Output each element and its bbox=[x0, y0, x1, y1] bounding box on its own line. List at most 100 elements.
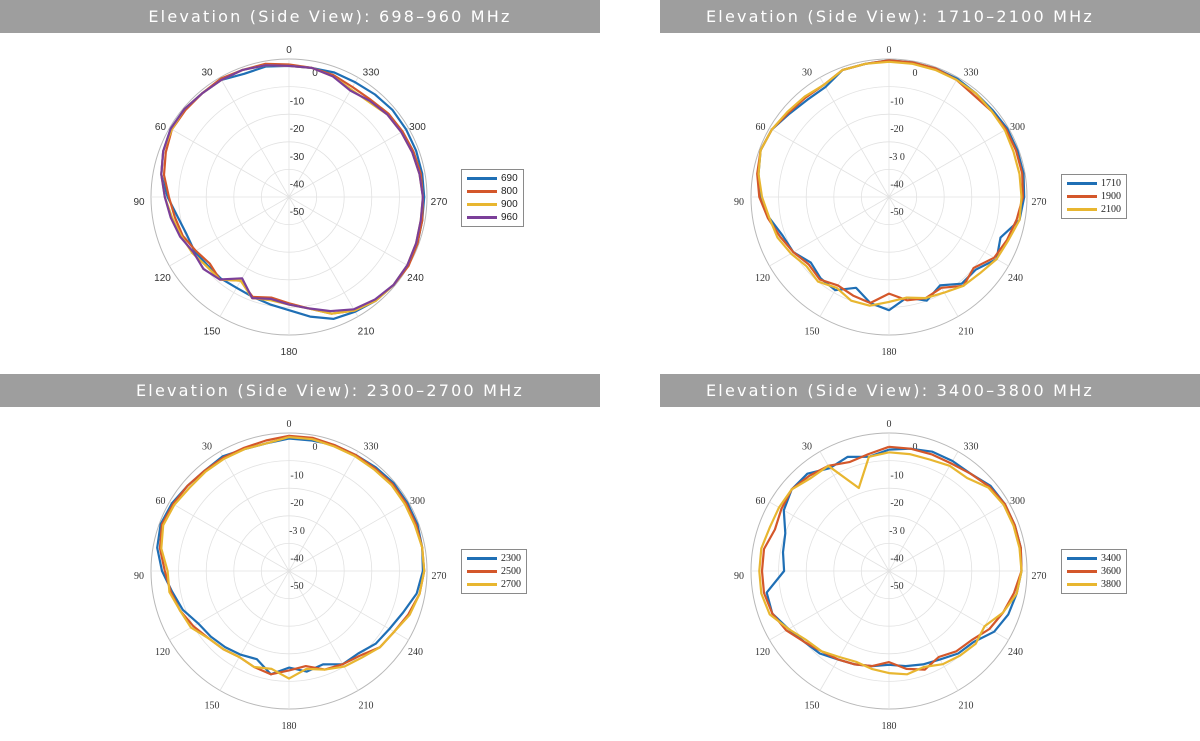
legend: 1710 1900 2100 bbox=[1061, 174, 1127, 219]
angle-tick-label: 30 bbox=[201, 67, 213, 78]
legend-label: 2100 bbox=[1101, 204, 1121, 215]
angle-tick-label: 90 bbox=[734, 197, 744, 208]
series-line-3800 bbox=[758, 451, 1023, 676]
angle-tick-label: 0 bbox=[887, 419, 892, 430]
radial-tick-label: -40 bbox=[890, 553, 903, 564]
angle-tick-label: 180 bbox=[882, 721, 897, 732]
radial-tick-label: -40 bbox=[890, 179, 903, 190]
grid-spoke bbox=[888, 451, 959, 572]
angle-tick-label: 270 bbox=[432, 571, 447, 582]
legend-swatch bbox=[467, 190, 497, 193]
legend-label: 3400 bbox=[1101, 553, 1121, 564]
legend-entry: 800 bbox=[467, 185, 518, 198]
angle-tick-label: 270 bbox=[431, 197, 448, 208]
polar-grid bbox=[750, 432, 1028, 710]
legend-entry: 2700 bbox=[467, 578, 521, 591]
radial-tick-label: -50 bbox=[890, 581, 903, 592]
chart-title: Elevation (Side View): 698–960 MHz bbox=[0, 0, 660, 33]
legend-swatch bbox=[467, 583, 497, 586]
legend-swatch bbox=[1067, 182, 1097, 185]
legend-entry: 2500 bbox=[467, 565, 521, 578]
chart-title: Elevation (Side View): 2300–2700 MHz bbox=[0, 374, 660, 407]
angle-tick-label: 270 bbox=[1032, 197, 1047, 208]
legend-label: 960 bbox=[501, 212, 518, 223]
angle-tick-label: 240 bbox=[407, 273, 424, 284]
angle-tick-label: 180 bbox=[282, 721, 297, 732]
legend-label: 2500 bbox=[501, 566, 521, 577]
grid-spoke bbox=[219, 77, 290, 198]
angle-tick-label: 240 bbox=[1008, 647, 1023, 658]
series-line-2100 bbox=[757, 60, 1023, 307]
legend-entry: 3400 bbox=[1067, 552, 1121, 565]
chart-panel-3: Elevation (Side View): 2300–2700 MHz 0 30… bbox=[0, 374, 660, 741]
radial-tick-label: -20 bbox=[890, 498, 903, 509]
legend-entry: 2300 bbox=[467, 552, 521, 565]
legend-label: 900 bbox=[501, 199, 518, 210]
angle-tick-label: 90 bbox=[734, 571, 744, 582]
legend-label: 3800 bbox=[1101, 579, 1121, 590]
series-line-960 bbox=[160, 64, 424, 313]
radial-tick-label: 0 bbox=[312, 68, 318, 79]
grid-spoke bbox=[288, 451, 359, 572]
radial-tick-label: -20 bbox=[290, 124, 305, 135]
polar-plot: 0 30 60 90 120 150 180 210 240 270 300 330 0 -10 -20 -3… bbox=[734, 419, 1047, 732]
angle-tick-label: 300 bbox=[1010, 496, 1025, 507]
series-line-2700 bbox=[160, 436, 426, 680]
polar-plot: 0 30 60 90 120 150 180 210 240 270 300 330 0 -10 -20 -3… bbox=[134, 419, 447, 732]
legend: 690 800 900 960 bbox=[461, 169, 524, 227]
angle-tick-label: 150 bbox=[805, 327, 820, 338]
angle-tick-label: 270 bbox=[1032, 571, 1047, 582]
angle-tick-label: 180 bbox=[882, 347, 897, 358]
grid-spoke bbox=[288, 196, 409, 267]
radial-tick-label: -10 bbox=[290, 97, 305, 108]
radial-tick-label: -50 bbox=[290, 581, 303, 592]
angle-tick-label: 60 bbox=[155, 496, 165, 507]
angle-tick-label: 0 bbox=[287, 419, 292, 430]
grid-spoke bbox=[819, 570, 890, 691]
radial-tick-label: -10 bbox=[290, 471, 303, 482]
grid-spoke bbox=[288, 127, 409, 198]
radial-tick-label: -10 bbox=[890, 471, 903, 482]
angle-tick-label: 300 bbox=[410, 496, 425, 507]
angle-tick-label: 30 bbox=[802, 441, 812, 452]
angle-tick-label: 30 bbox=[802, 67, 812, 78]
radial-tick-label: -40 bbox=[290, 179, 305, 190]
polar-grid bbox=[150, 58, 428, 336]
polar-plot: 0 30 60 90 120 150 180 210 240 270 300 330 0 -10 -20 -3… bbox=[734, 45, 1047, 358]
legend: 3400 3600 3800 bbox=[1061, 549, 1127, 594]
legend-swatch bbox=[1067, 557, 1097, 560]
polar-grid bbox=[750, 58, 1028, 336]
panel-gap bbox=[0, 367, 1200, 374]
radial-tick-label: -30 bbox=[290, 152, 305, 163]
angle-tick-label: 210 bbox=[959, 701, 974, 712]
grid-spoke bbox=[288, 570, 359, 691]
grid-spoke bbox=[219, 570, 290, 691]
grid-spoke bbox=[819, 77, 890, 198]
angle-tick-label: 120 bbox=[154, 273, 171, 284]
legend-entry: 1710 bbox=[1067, 177, 1121, 190]
angle-tick-label: 60 bbox=[755, 496, 765, 507]
angle-tick-label: 90 bbox=[133, 197, 145, 208]
chart-panel-1: Elevation (Side View): 698–960 MHz 0 30 60… bbox=[0, 0, 660, 367]
grid-spoke bbox=[888, 127, 1009, 198]
legend-entry: 2100 bbox=[1067, 203, 1121, 216]
legend-swatch bbox=[1067, 195, 1097, 198]
radial-tick-label: -50 bbox=[290, 207, 305, 218]
angle-tick-label: 240 bbox=[408, 647, 423, 658]
chart-title: Elevation (Side View): 1710–2100 MHz bbox=[660, 0, 1200, 33]
polar-plot: 0 30 60 90 120 150 180 210 240 270 300 330 0 -10 -20 -3… bbox=[133, 45, 448, 358]
angle-tick-label: 240 bbox=[1008, 273, 1023, 284]
legend-entry: 900 bbox=[467, 198, 518, 211]
radial-tick-label: -50 bbox=[890, 207, 903, 218]
grid-spoke bbox=[888, 77, 959, 198]
angle-tick-label: 120 bbox=[755, 647, 770, 658]
grid-spoke bbox=[288, 77, 359, 198]
angle-tick-label: 120 bbox=[155, 647, 170, 658]
angle-tick-label: 330 bbox=[364, 441, 379, 452]
legend-swatch bbox=[1067, 570, 1097, 573]
legend: 2300 2500 2700 bbox=[461, 549, 527, 594]
grid-spoke bbox=[169, 127, 290, 198]
legend-swatch bbox=[467, 570, 497, 573]
angle-tick-label: 0 bbox=[286, 45, 292, 56]
